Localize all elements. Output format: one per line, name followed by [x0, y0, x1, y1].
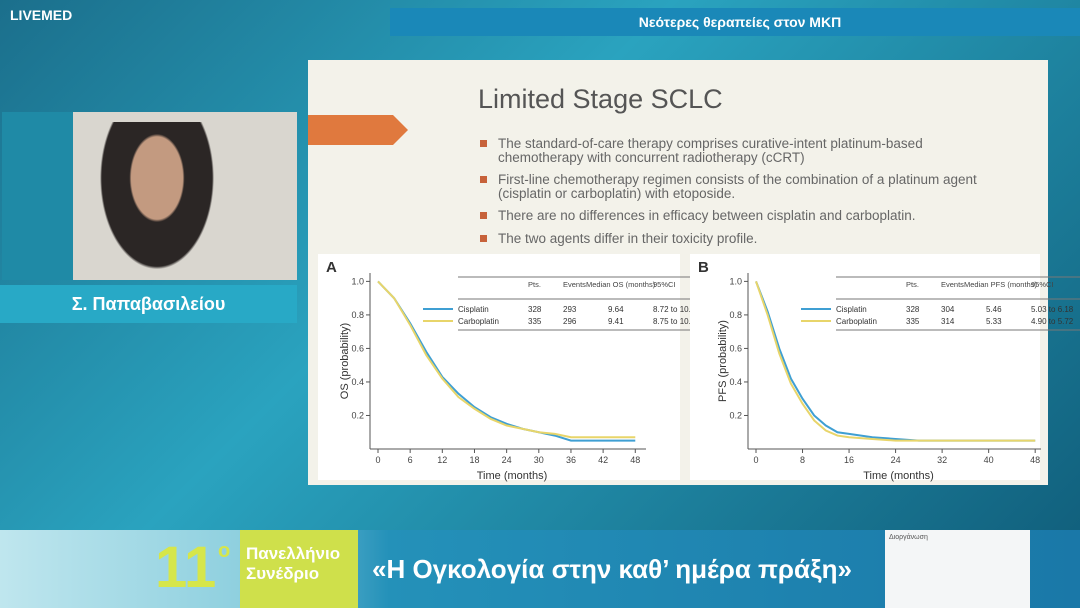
- y-tick-label: 0.2: [729, 410, 742, 420]
- x-tick-label: 24: [891, 455, 901, 465]
- table-cell: 335: [528, 317, 542, 326]
- table-cell: 296: [563, 317, 577, 326]
- table-cell: 9.64: [608, 305, 624, 314]
- y-tick-label: 1.0: [729, 276, 742, 286]
- y-tick-label: 0.6: [729, 343, 742, 353]
- x-tick-label: 12: [437, 455, 447, 465]
- panel-label: B: [698, 259, 709, 276]
- x-tick-label: 6: [408, 455, 413, 465]
- legend-entry: Carboplatin: [836, 317, 877, 326]
- x-tick-label: 36: [566, 455, 576, 465]
- x-tick-label: 18: [469, 455, 479, 465]
- y-tick-label: 0.4: [729, 377, 742, 387]
- x-axis-label: Time (months): [863, 470, 934, 482]
- x-axis-label: Time (months): [477, 470, 548, 482]
- x-tick-label: 40: [984, 455, 994, 465]
- slide-arrow: [308, 115, 408, 145]
- table-header: Events: [563, 280, 586, 289]
- survival-curve: [377, 280, 636, 442]
- x-tick-label: 16: [844, 455, 854, 465]
- edition-number: 11: [155, 535, 217, 600]
- y-tick-label: 0.8: [351, 310, 364, 320]
- x-tick-label: 48: [1030, 455, 1040, 465]
- legend-entry: Cisplatin: [458, 305, 489, 314]
- table-header: Median PFS (months): [964, 280, 1037, 289]
- organizers: Διοργάνωση: [885, 530, 1030, 608]
- speaker-name: Σ. Παπαβασιλείου: [0, 285, 297, 323]
- table-cell: 314: [941, 317, 955, 326]
- edition-ordinal: ο: [218, 540, 231, 562]
- table-cell: 5.03 to 6.18: [1031, 305, 1074, 314]
- table-cell: 293: [563, 305, 577, 314]
- y-tick-label: 0.4: [351, 377, 364, 387]
- table-header: Pts.: [528, 280, 541, 289]
- table-cell: 8.75 to 10.7: [653, 317, 696, 326]
- y-tick-label: 0.2: [351, 410, 364, 420]
- y-axis-label: OS (probability): [339, 323, 351, 399]
- y-tick-label: 0.8: [729, 310, 742, 320]
- bullet: There are no differences in efficacy bet…: [478, 209, 998, 223]
- bullet: The two agents differ in their toxicity …: [478, 231, 998, 246]
- x-tick-label: 0: [753, 455, 758, 465]
- table-header: 95%CI: [653, 280, 676, 289]
- bullet: First-line chemotherapy regimen consists…: [478, 173, 998, 200]
- speaker-face: [92, 122, 222, 282]
- bullet: The standard-of-care therapy comprises c…: [478, 137, 998, 164]
- table-header: 95%CI: [1031, 280, 1054, 289]
- x-tick-label: 32: [937, 455, 947, 465]
- panel-label: A: [326, 259, 337, 276]
- speaker-video: [2, 112, 297, 282]
- table-cell: 328: [906, 305, 920, 314]
- legend-entry: Cisplatin: [836, 305, 867, 314]
- slide-title: Limited Stage SCLC: [478, 84, 723, 114]
- event-name: Πανελλήνιο Συνέδριο: [240, 530, 358, 608]
- table-header: Median OS (months): [586, 280, 656, 289]
- bullets: The standard-of-care therapy comprises c…: [478, 137, 998, 254]
- x-tick-label: 24: [502, 455, 512, 465]
- table-cell: 5.33: [986, 317, 1002, 326]
- panel-bg: [318, 254, 680, 480]
- brand: LIVEMED: [10, 7, 73, 23]
- table-cell: 8.72 to 10.7: [653, 305, 696, 314]
- x-tick-label: 42: [598, 455, 608, 465]
- x-tick-label: 0: [375, 455, 380, 465]
- table-header: Pts.: [906, 280, 919, 289]
- table-cell: 328: [528, 305, 542, 314]
- y-axis-label: PFS (probability): [717, 320, 729, 402]
- banner: 11 ο Πανελλήνιο Συνέδριο «Η Ογκολογία στ…: [0, 530, 1080, 608]
- legend-entry: Carboplatin: [458, 317, 499, 326]
- x-tick-label: 48: [630, 455, 640, 465]
- table-cell: 4.90 to 5.72: [1031, 317, 1074, 326]
- survival-curve: [755, 281, 1036, 442]
- x-tick-label: 8: [800, 455, 805, 465]
- y-tick-label: 1.0: [351, 276, 364, 286]
- congress-title: «Η Ογκολογία στην καθ’ ημέρα πράξη»: [372, 554, 852, 584]
- table-cell: 5.46: [986, 305, 1002, 314]
- survival-curve: [377, 280, 636, 439]
- table-cell: 335: [906, 317, 920, 326]
- session-title: Νεότερες θεραπείες στον ΜΚΠ: [390, 8, 1080, 36]
- table-header: Events: [941, 280, 964, 289]
- table-cell: 9.41: [608, 317, 624, 326]
- table-cell: 304: [941, 305, 955, 314]
- y-tick-label: 0.6: [351, 343, 364, 353]
- x-tick-label: 30: [534, 455, 544, 465]
